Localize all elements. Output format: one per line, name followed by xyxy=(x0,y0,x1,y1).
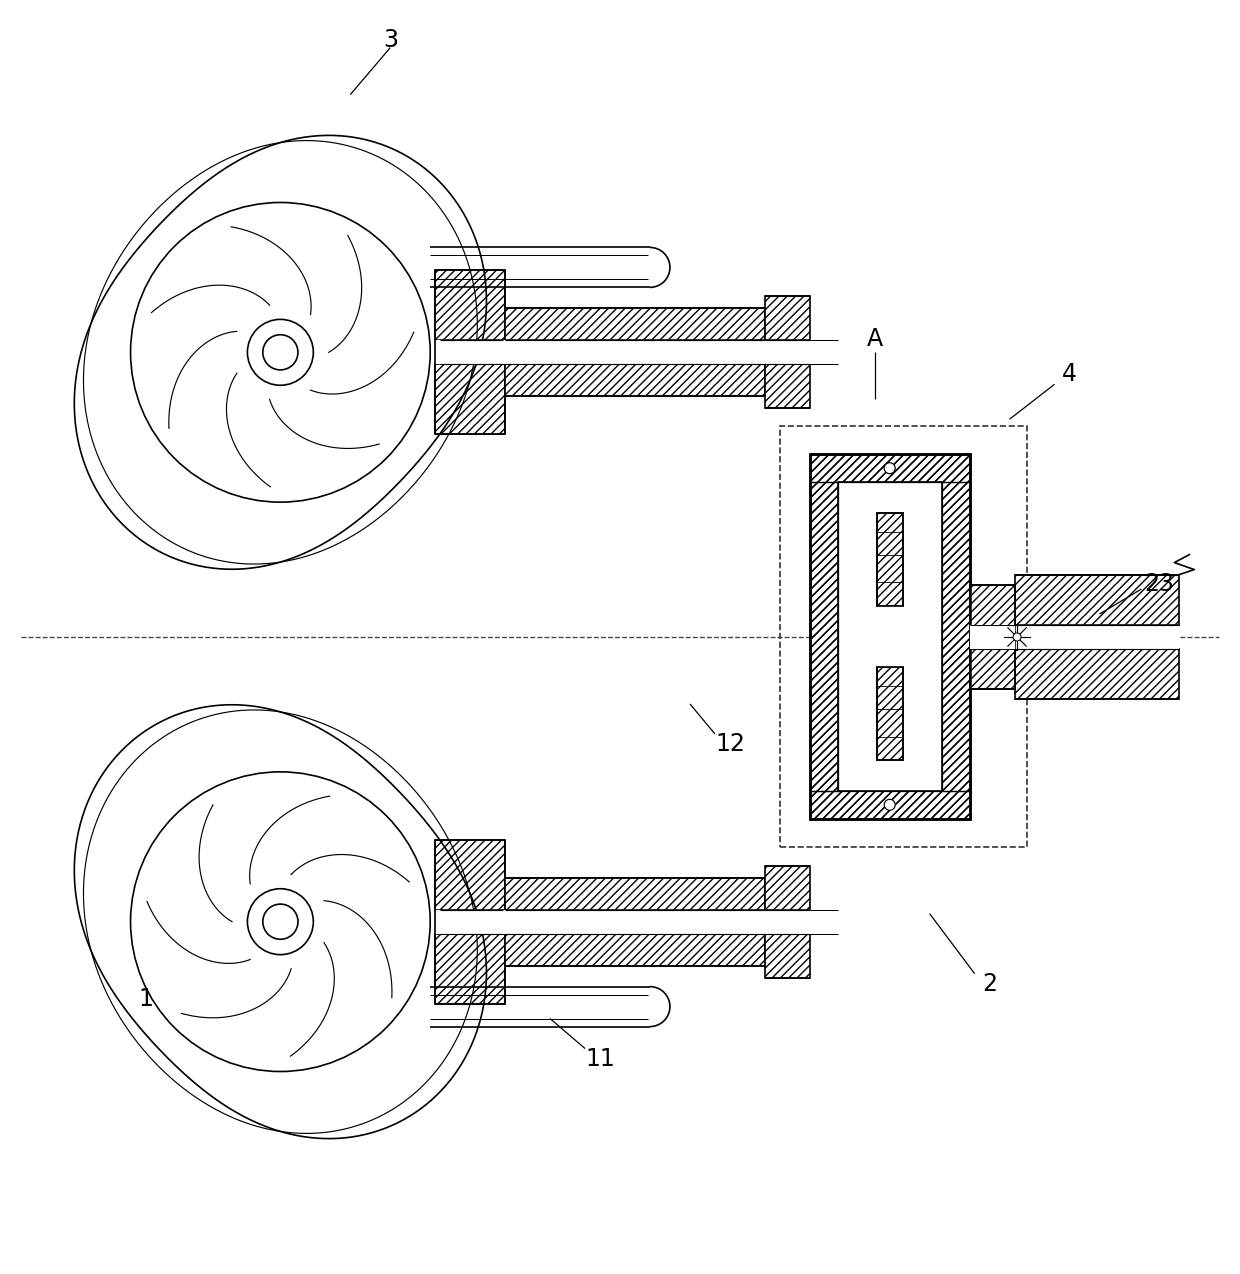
Bar xyxy=(941,482,970,791)
Bar xyxy=(1014,650,1179,699)
Circle shape xyxy=(130,203,430,502)
Circle shape xyxy=(263,335,298,369)
Bar xyxy=(877,605,903,668)
Bar xyxy=(765,297,810,340)
Bar xyxy=(877,513,903,605)
Bar xyxy=(505,934,765,966)
Circle shape xyxy=(130,772,430,1071)
Bar xyxy=(838,482,941,791)
Circle shape xyxy=(884,462,895,474)
Bar xyxy=(505,878,765,910)
Bar xyxy=(435,840,505,910)
Bar xyxy=(765,866,810,910)
Bar xyxy=(435,364,505,434)
Bar xyxy=(877,668,903,761)
Bar xyxy=(970,585,1014,689)
Bar xyxy=(765,934,810,977)
Circle shape xyxy=(248,320,314,385)
Bar xyxy=(810,455,970,819)
Bar xyxy=(877,513,903,605)
Bar xyxy=(810,455,970,482)
Bar xyxy=(810,482,838,791)
Text: 4: 4 xyxy=(1061,362,1078,386)
Circle shape xyxy=(1013,633,1021,641)
Circle shape xyxy=(884,799,895,810)
Bar xyxy=(435,934,505,1004)
Bar xyxy=(505,910,765,934)
Text: 23: 23 xyxy=(1145,572,1174,596)
Bar xyxy=(1014,624,1179,650)
Bar xyxy=(1014,575,1179,624)
Text: 2: 2 xyxy=(982,972,997,995)
Bar xyxy=(765,364,810,408)
Bar xyxy=(810,791,970,819)
Bar xyxy=(435,340,505,364)
Text: 12: 12 xyxy=(715,731,745,755)
Bar xyxy=(505,364,765,396)
Bar xyxy=(810,340,838,364)
Bar xyxy=(970,585,1014,689)
Text: A: A xyxy=(867,327,883,352)
Bar xyxy=(765,340,810,364)
Circle shape xyxy=(248,889,314,954)
Bar xyxy=(435,270,505,340)
Bar xyxy=(970,624,1014,650)
Bar xyxy=(810,455,970,819)
Text: 1: 1 xyxy=(138,986,153,1010)
Bar xyxy=(505,340,765,364)
Bar xyxy=(838,482,941,791)
Bar xyxy=(765,910,810,934)
Bar xyxy=(780,427,1027,847)
Text: 3: 3 xyxy=(383,28,398,52)
Bar xyxy=(810,910,838,934)
Bar xyxy=(435,910,505,934)
Text: 11: 11 xyxy=(585,1046,615,1070)
Bar xyxy=(505,308,765,340)
Bar xyxy=(877,668,903,761)
Circle shape xyxy=(263,905,298,939)
